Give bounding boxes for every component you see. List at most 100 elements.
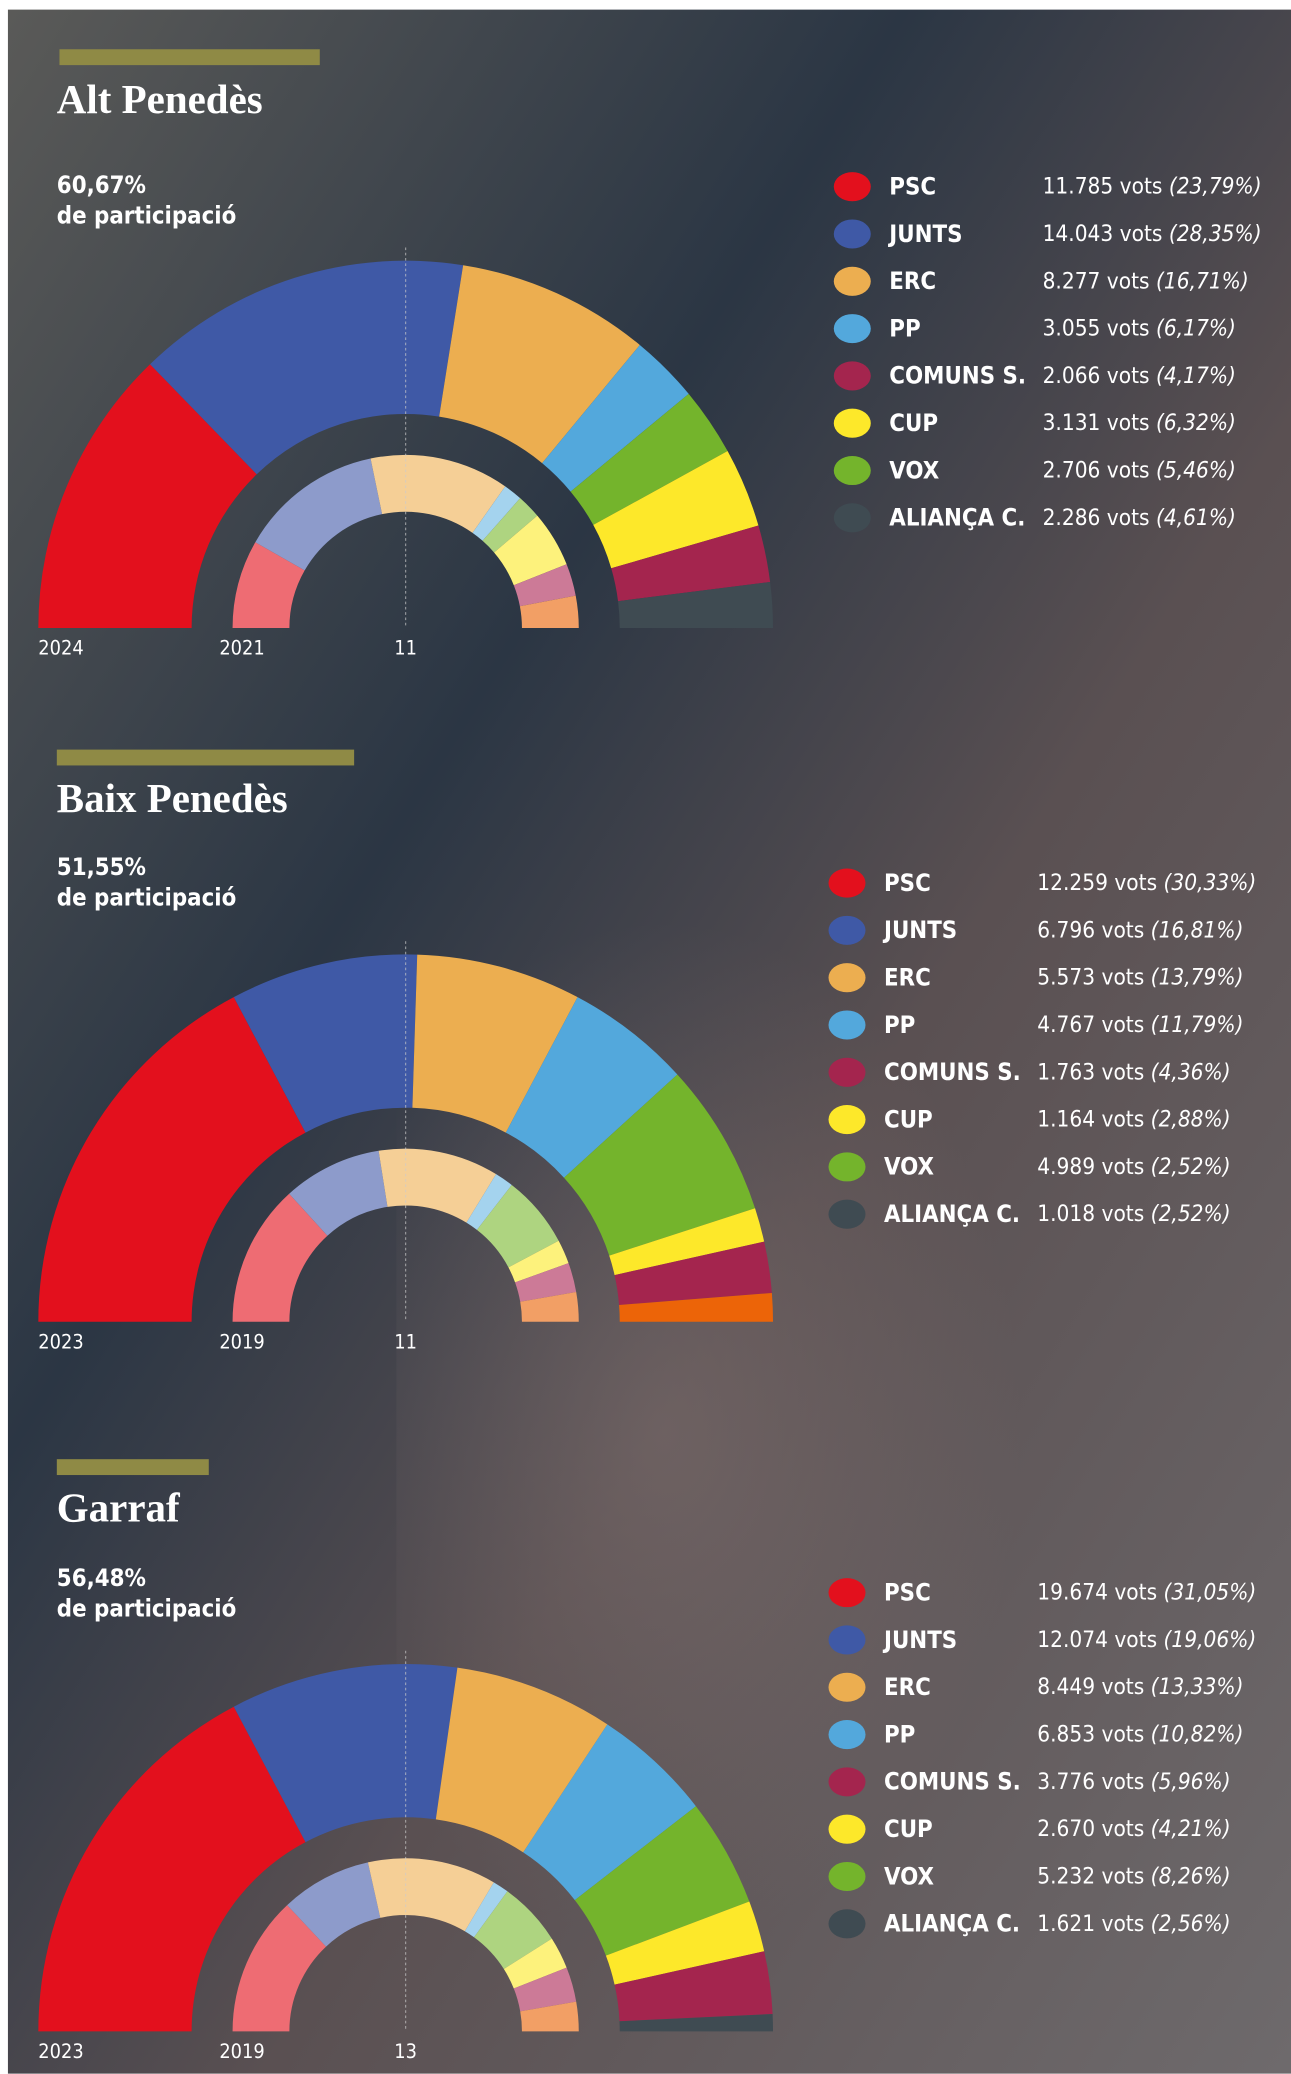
votes-text: 14.043 vots (28,35%) [1043, 220, 1262, 246]
seat-segment [232, 1905, 327, 2032]
vote-share: (13,79%) [1151, 964, 1244, 990]
votes: 2.066 vots [1043, 362, 1150, 388]
vote-share: (5,96%) [1151, 1768, 1231, 1794]
participation-label: de participació [57, 883, 236, 911]
legend-dot [828, 1625, 866, 1655]
vote-share: (16,71%) [1156, 268, 1249, 294]
party-name: VOX [884, 1862, 934, 1890]
vote-share: (13,33%) [1151, 1674, 1244, 1700]
seat-segment [466, 1174, 512, 1230]
seat-segment [563, 1074, 756, 1256]
votes-text: 4.989 vots (2,52%) [1037, 1153, 1230, 1179]
votes-text: 11.785 vots (23,79%) [1043, 173, 1262, 199]
vote-share: (4,17%) [1156, 362, 1236, 388]
participation: 60,67% [57, 171, 146, 199]
votes-text: 3.131 vots (6,32%) [1043, 410, 1236, 436]
seat-segment [233, 954, 418, 1133]
votes-text: 4.767 vots (11,79%) [1037, 1011, 1243, 1037]
votes-text: 5.573 vots (13,79%) [1037, 964, 1243, 990]
seat-segment [523, 1724, 696, 1901]
votes: 1.621 vots [1037, 1910, 1144, 1936]
votes: 2.706 vots [1043, 457, 1150, 483]
party-name: ALIANÇA C. [889, 504, 1025, 532]
legend-dot [828, 1861, 866, 1892]
vote-share: (11,79%) [1151, 1011, 1244, 1037]
seat-segment [503, 1938, 567, 1989]
vote-share: (2,52%) [1151, 1201, 1231, 1227]
outer-year: 2024 [38, 637, 83, 660]
party-name: PP [884, 1720, 915, 1748]
votes: 12.074 vots [1037, 1626, 1157, 1652]
votes: 1.018 vots [1037, 1201, 1144, 1227]
legend-dot [828, 1814, 866, 1844]
votes: 5.573 vots [1037, 964, 1144, 990]
party-name: COMUNS S. [884, 1768, 1021, 1796]
legend-dot [828, 1909, 866, 1939]
region-title: Garraf [57, 1484, 181, 1530]
seat-segment [605, 1901, 765, 1985]
votes: 2.670 vots [1037, 1816, 1144, 1842]
participation-label: de participació [57, 1594, 236, 1622]
seat-segment [370, 454, 506, 533]
inner-year: 2021 [219, 637, 264, 660]
party-name: PSC [884, 869, 931, 897]
vote-share: (2,56%) [1151, 1910, 1231, 1936]
seat-segment [38, 364, 257, 629]
legend-dot [828, 868, 866, 898]
legend-dot [828, 915, 866, 945]
title-bar [59, 49, 320, 66]
vote-share: (16,81%) [1151, 917, 1244, 943]
vote-share: (8,26%) [1151, 1863, 1231, 1889]
vote-share: (10,82%) [1151, 1721, 1244, 1747]
votes-text: 6.796 vots (16,81%) [1037, 917, 1243, 943]
legend-dot [828, 1672, 866, 1702]
legend-dot [828, 1767, 866, 1797]
seat-segment [520, 1291, 579, 1322]
votes: 1.164 vots [1037, 1106, 1144, 1132]
votes-text: 1.621 vots (2,56%) [1037, 1910, 1230, 1936]
legend-dot [828, 1010, 866, 1040]
votes-text: 2.706 vots (5,46%) [1043, 457, 1236, 483]
vote-share: (6,17%) [1156, 315, 1236, 341]
vote-share: (4,21%) [1151, 1816, 1231, 1842]
legend-dot [828, 1152, 866, 1182]
vote-share: (4,36%) [1151, 1059, 1231, 1085]
seat-segment [287, 1862, 381, 1947]
seat-segment [289, 1150, 388, 1236]
inner-year: 2019 [219, 2040, 264, 2063]
votes: 3.131 vots [1043, 410, 1150, 436]
vote-share: (23,79%) [1169, 173, 1262, 199]
votes: 11.785 vots [1043, 173, 1163, 199]
votes-text: 19.674 vots (31,05%) [1037, 1579, 1256, 1605]
votes: 14.043 vots [1043, 220, 1163, 246]
seat-segment [542, 344, 689, 492]
party-name: ERC [889, 267, 936, 295]
legend-dot [828, 1057, 866, 1087]
title-bar [56, 1459, 209, 1476]
seat-segment [464, 1882, 508, 1938]
seat-segment [476, 1184, 559, 1268]
votes: 12.259 vots [1037, 870, 1157, 896]
votes: 6.796 vots [1037, 917, 1144, 943]
seat-segment [474, 1891, 552, 1970]
legend-dot [828, 1720, 866, 1750]
center-label: 11 [394, 1330, 417, 1353]
legend-dot [833, 503, 871, 533]
seat-segment [614, 1951, 773, 2022]
party-name: CUP [884, 1815, 933, 1843]
outer-year: 2023 [38, 2040, 83, 2063]
seat-segment [614, 1241, 772, 1305]
seat-segment [494, 515, 567, 586]
seat-segment [570, 393, 728, 525]
party-name: CUP [889, 409, 938, 437]
party-name: JUNTS [882, 1626, 957, 1654]
votes-text: 3.055 vots (6,17%) [1043, 315, 1236, 341]
votes: 19.674 vots [1037, 1579, 1157, 1605]
seat-segment [609, 1208, 765, 1276]
seat-segment [150, 260, 464, 475]
votes-text: 1.018 vots (2,52%) [1037, 1201, 1230, 1227]
party-name: PP [884, 1011, 915, 1039]
seat-segment [513, 1967, 577, 2012]
party-name: ERC [884, 963, 931, 991]
